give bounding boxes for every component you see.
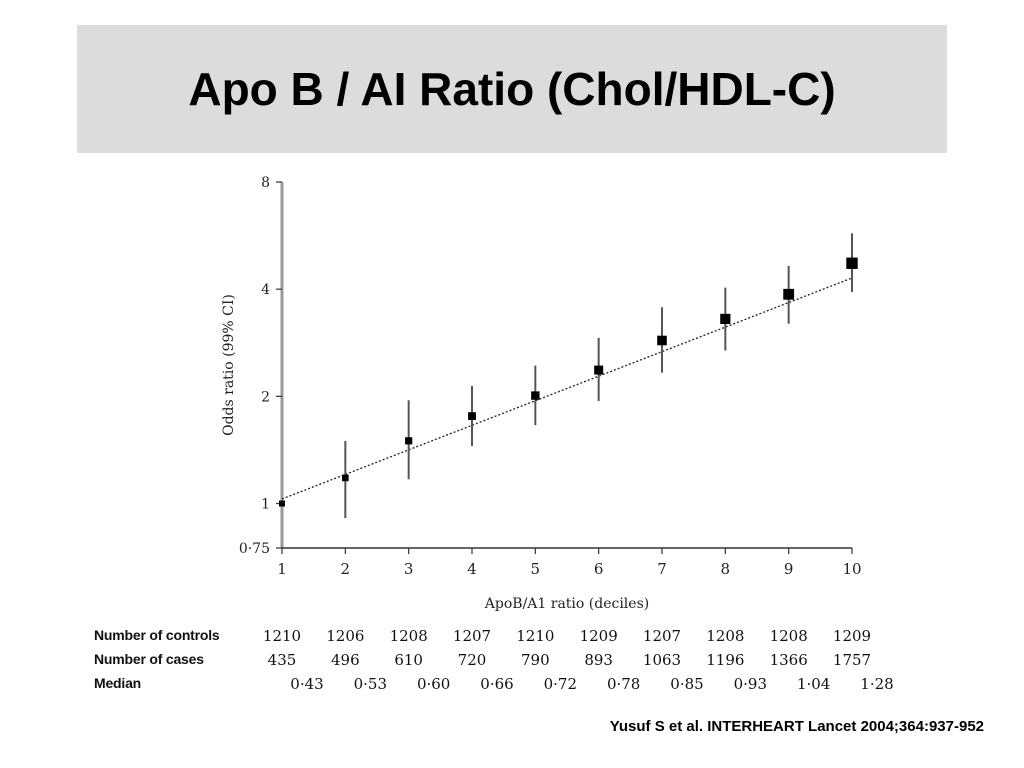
stats-cell: 1207 <box>452 627 492 645</box>
stats-cell: 1757 <box>832 651 872 669</box>
stats-cell: 0·93 <box>733 675 768 693</box>
x-tick-label: 6 <box>594 560 604 578</box>
stats-cell: 0·78 <box>606 675 641 693</box>
trend-line <box>281 277 853 500</box>
y-tick-label: 2 <box>261 389 270 405</box>
stats-cell: 0·43 <box>290 675 324 693</box>
x-tick-label: 1 <box>277 560 287 578</box>
stats-cell: 1·28 <box>860 675 894 693</box>
stats-cell: 1063 <box>642 651 682 669</box>
stats-cell: 720 <box>457 651 487 669</box>
stats-cell: 1366 <box>769 651 808 669</box>
x-tick-label: 8 <box>721 560 731 578</box>
x-tick-label: 10 <box>842 560 861 578</box>
stats-cell: 1196 <box>706 651 745 669</box>
stats-cell: 1206 <box>326 627 365 645</box>
stats-cell: 1208 <box>389 627 428 645</box>
x-tick-label: 3 <box>404 560 414 578</box>
stats-cell: 1210 <box>262 627 302 645</box>
stats-cell: 1208 <box>769 627 808 645</box>
x-tick-label: 9 <box>784 560 794 578</box>
decile-stats-table: Number of controls 1210 1206 1208 1207 1210 12… <box>94 625 914 697</box>
stats-row: Median 0·43 0·53 0·60 0·66 0·72 0·78 0·85 0·93 1·… <box>94 673 914 697</box>
stats-cell: 0·60 <box>416 675 451 693</box>
citation: Yusuf S et al. INTERHEART Lancet 2004;36… <box>609 718 984 735</box>
y-tick-label: 4 <box>261 282 270 298</box>
title-band: Apo B / AI Ratio (Chol/HDL-C) <box>77 25 947 153</box>
stats-cell: 1207 <box>642 627 682 645</box>
stats-cell: 1210 <box>516 627 555 645</box>
stats-cell: 1208 <box>706 627 745 645</box>
stats-cell: 610 <box>394 651 423 669</box>
data-point <box>783 288 795 300</box>
data-point <box>594 365 604 375</box>
x-tick-label: 2 <box>341 560 351 578</box>
stats-cell: 1209 <box>579 627 618 645</box>
y-tick-label: 1 <box>261 497 270 513</box>
data-point <box>720 313 731 325</box>
stats-cell: 0·66 <box>480 675 514 693</box>
data-point <box>405 437 413 445</box>
x-axis-label: ApoB/A1 ratio (deciles) <box>484 596 649 612</box>
stats-cell: 0·53 <box>353 675 388 693</box>
stats-cell: 0·85 <box>670 675 704 693</box>
y-tick-label: 0·75 <box>239 541 270 557</box>
data-point <box>657 335 667 346</box>
stats-cell: 790 <box>521 651 550 669</box>
stats-row-label: Number of controls <box>94 627 220 643</box>
data-point <box>531 391 540 400</box>
x-tick-label: 4 <box>467 560 477 578</box>
stats-cell: 1209 <box>832 627 872 645</box>
x-tick-label: 7 <box>657 560 667 578</box>
data-point <box>342 474 349 482</box>
stats-row: Number of controls 1210 1206 1208 1207 1210 12… <box>94 625 914 649</box>
stats-cell: 0·72 <box>543 675 578 693</box>
y-tick-label: 8 <box>261 175 270 191</box>
data-point <box>846 257 858 269</box>
data-point <box>468 412 476 421</box>
stats-cell: 1·04 <box>796 675 831 693</box>
stats-row: Number of cases 435 496 610 720 790 893 1063 119… <box>94 649 914 673</box>
stats-row-label: Median <box>94 675 142 691</box>
stats-row-label: Number of cases <box>94 651 204 667</box>
stats-cell: 435 <box>267 651 297 669</box>
x-tick-label: 5 <box>531 560 541 578</box>
y-axis-label: Odds ratio (99% CI) <box>221 294 237 436</box>
stats-cell: 496 <box>331 651 360 669</box>
stats-cell: 893 <box>584 651 613 669</box>
data-point <box>279 500 285 507</box>
slide-title: Apo B / AI Ratio (Chol/HDL-C) <box>188 63 836 115</box>
